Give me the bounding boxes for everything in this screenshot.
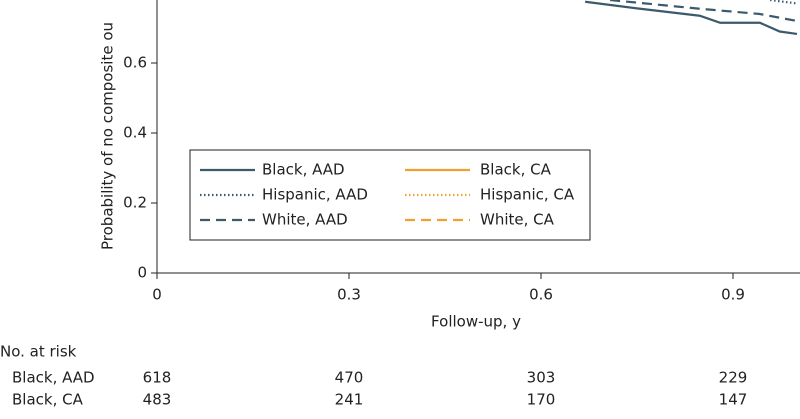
x-tick-label: 0 bbox=[152, 286, 162, 304]
y-axis-label: Probability of no composite ou bbox=[99, 22, 117, 250]
risk-value: 618 bbox=[143, 369, 172, 387]
legend-label: Black, AAD bbox=[262, 161, 345, 179]
x-tick-label: 0.3 bbox=[337, 286, 361, 304]
y-tick-label: 0.2 bbox=[123, 194, 147, 212]
risk-row-label: Black, AAD bbox=[12, 369, 95, 387]
risk-value: 470 bbox=[335, 369, 364, 387]
survival-line bbox=[585, 0, 798, 36]
survival-line bbox=[610, 0, 798, 23]
y-tick-label: 0.6 bbox=[123, 54, 147, 72]
y-tick-label: 0 bbox=[137, 264, 147, 282]
x-tick-label: 0.6 bbox=[529, 286, 553, 304]
legend-label: White, AAD bbox=[262, 211, 348, 229]
y-tick-label: 0.4 bbox=[123, 124, 147, 142]
legend-label: Black, CA bbox=[480, 161, 552, 179]
x-axis-label: Follow-up, y bbox=[431, 313, 521, 331]
risk-row-label: Black, CA bbox=[12, 391, 84, 409]
risk-value: 241 bbox=[335, 391, 364, 409]
legend-label: Hispanic, AAD bbox=[262, 186, 368, 204]
risk-title: No. at risk bbox=[0, 343, 77, 361]
risk-value: 229 bbox=[719, 369, 748, 387]
risk-value: 303 bbox=[527, 369, 556, 387]
risk-value: 170 bbox=[527, 391, 556, 409]
risk-value: 147 bbox=[719, 391, 748, 409]
legend-label: White, CA bbox=[480, 211, 555, 229]
x-tick-label: 0.9 bbox=[721, 286, 745, 304]
risk-value: 483 bbox=[143, 391, 172, 409]
legend-label: Hispanic, CA bbox=[480, 186, 575, 204]
legend bbox=[189, 149, 591, 241]
survival-line bbox=[769, 0, 798, 5]
